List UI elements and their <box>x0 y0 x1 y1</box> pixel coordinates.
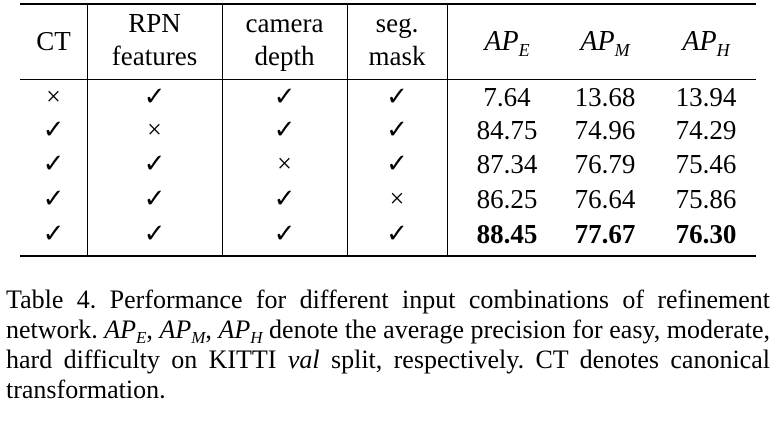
check-mark-icon: ✓ <box>273 184 296 213</box>
column-divider <box>222 4 223 256</box>
ap-moderate-symbol: APM <box>159 315 206 347</box>
header-rpn-features: RPN features <box>87 7 222 73</box>
table-cell-value: 75.46 <box>675 149 737 179</box>
table-cell-value: 76.79 <box>574 149 636 179</box>
check-mark-icon: ✓ <box>386 149 408 178</box>
table-cell-value: 84.75 <box>476 115 538 145</box>
check-mark-icon: ✓ <box>273 219 296 248</box>
italic-val: val <box>287 345 320 374</box>
header-label-line: RPN <box>128 8 181 38</box>
header-ap-easy: APE <box>484 26 530 60</box>
table-top-rule <box>20 3 756 5</box>
check-mark-icon: ✓ <box>42 115 65 144</box>
check-mark-icon: ✓ <box>386 82 408 111</box>
check-mark-icon: ✓ <box>386 115 408 144</box>
table-header-rule <box>20 79 756 80</box>
table-cell-value: 76.30 <box>675 219 737 249</box>
header-camera-depth: camera depth <box>222 7 347 73</box>
header-label-line: depth <box>254 41 315 71</box>
header-label-line: camera <box>245 8 324 38</box>
check-mark-icon: ✓ <box>386 219 408 248</box>
column-divider <box>347 4 348 256</box>
ap-hard-symbol: APH <box>218 315 263 347</box>
cross-mark-icon: × <box>46 82 61 111</box>
check-mark-icon: ✓ <box>143 184 166 213</box>
check-mark-icon: ✓ <box>273 82 296 111</box>
table-cell-value: 88.45 <box>476 219 538 249</box>
check-mark-icon: ✓ <box>143 149 166 178</box>
column-divider <box>87 4 88 256</box>
check-mark-icon: ✓ <box>143 219 166 248</box>
header-label-line: seg. <box>375 8 419 38</box>
table-cell-value: 75.86 <box>675 184 737 214</box>
header-label-line: mask <box>368 41 426 71</box>
table-cell-value: 7.64 <box>483 82 531 112</box>
header-ct: CT <box>20 25 87 58</box>
cross-mark-icon: × <box>147 115 162 144</box>
table-caption: Table 4. Performance for different input… <box>6 285 771 404</box>
column-divider <box>447 4 448 256</box>
ap-easy-symbol: APE <box>104 315 147 347</box>
table-cell-value: 74.96 <box>574 115 636 145</box>
check-mark-icon: ✓ <box>42 219 65 248</box>
cross-mark-icon: × <box>277 149 292 178</box>
check-mark-icon: ✓ <box>143 82 166 111</box>
table-bottom-rule <box>20 255 756 257</box>
table-cell-value: 77.67 <box>574 219 636 249</box>
table-cell-value: 13.94 <box>675 82 737 112</box>
check-mark-icon: ✓ <box>42 149 65 178</box>
table-cell-value: 76.64 <box>574 184 636 214</box>
table-cell-value: 87.34 <box>476 149 538 179</box>
header-label: CT <box>36 26 71 56</box>
table-cell-value: 86.25 <box>476 184 538 214</box>
cross-mark-icon: × <box>389 184 405 213</box>
header-ap-moderate: APM <box>580 26 630 60</box>
table-cell-value: 74.29 <box>675 115 737 145</box>
table-cell-value: 13.68 <box>574 82 636 112</box>
header-ap-hard: APH <box>682 26 730 60</box>
header-seg-mask: seg. mask <box>347 7 447 73</box>
check-mark-icon: ✓ <box>273 115 296 144</box>
check-mark-icon: ✓ <box>42 184 65 213</box>
header-label-line: features <box>111 41 198 71</box>
